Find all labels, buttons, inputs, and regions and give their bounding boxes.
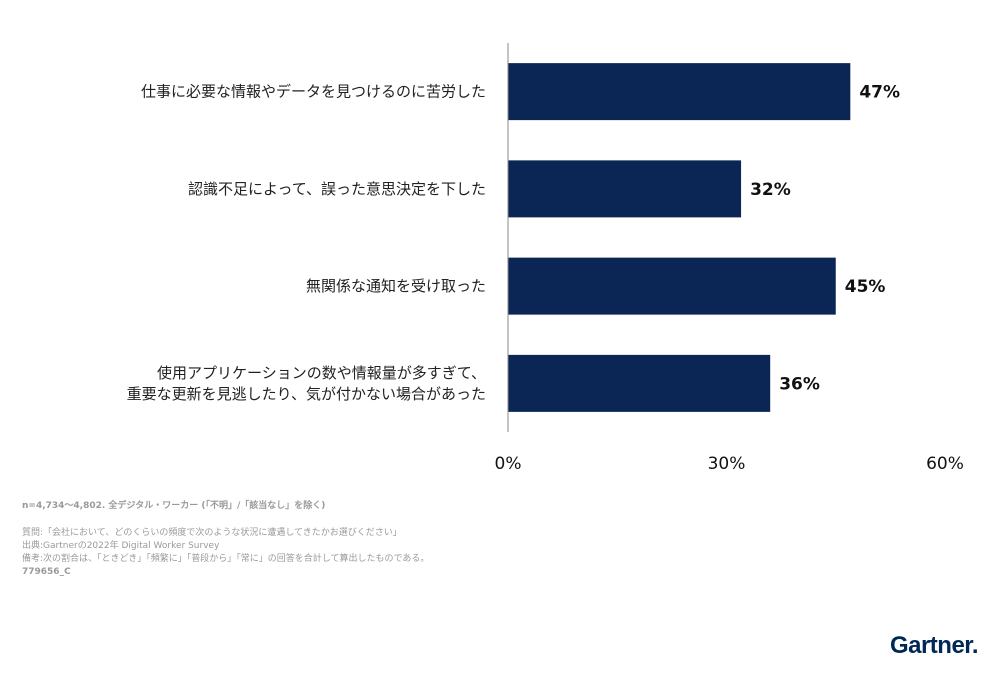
value-label-3: 45% (845, 277, 886, 297)
bar-chart: 47% 仕事に必要な情報やデータを見つけるのに苦労した 32% 認識不足によって、誤っ… (127, 43, 964, 474)
value-label-1: 47% (859, 83, 900, 103)
bar-2 (508, 160, 742, 218)
category-label-3: 無関係な通知を受け取った (306, 277, 486, 295)
category-label-4: 使用アプリケーションの数や情報量が多すぎて、重要な更新を見逃したり、気が付かない… (127, 364, 486, 403)
x-tick-label-3: 60% (926, 454, 964, 474)
remark-note: 備考:次の割合は、「ときどき」「頻繁に」「普段から」「常に」の回答を合計して算出… (22, 554, 430, 564)
bar-1 (508, 63, 851, 121)
chart-notes: n=4,734〜4,802. 全デジタル・ワーカー (「不明」/「該当なし」を除… (22, 500, 582, 579)
category-label-1: 仕事に必要な情報やデータを見つけるのに苦労した (141, 83, 486, 101)
value-label-4: 36% (779, 374, 820, 394)
bar-4 (508, 354, 771, 412)
document-code: 779656_C (22, 567, 71, 577)
logo-dot: . (971, 632, 979, 659)
source-note: 出典:Gartnerの2022年 Digital Worker Survey (22, 541, 220, 551)
sample-note: n=4,734〜4,802. 全デジタル・ワーカー (「不明」/「該当なし」を除… (22, 501, 326, 511)
x-axis-ticks: 0% 30% 60% (495, 454, 964, 474)
logo-text: Gartner (889, 632, 972, 659)
x-tick-label-1: 0% (495, 454, 522, 474)
x-tick-label-2: 30% (708, 454, 746, 474)
bars-group: 47% 仕事に必要な情報やデータを見つけるのに苦労した 32% 認識不足によって、誤っ… (127, 63, 900, 412)
gartner-logo: Gartner. (889, 632, 979, 660)
category-label-2: 認識不足によって、誤った意思決定を下した (188, 180, 486, 198)
value-label-2: 32% (750, 180, 791, 200)
bar-3 (508, 257, 836, 315)
question-note: 質問:「会社において、どのくらいの頻度で次のような状況に遭遇してきたかお選びくだ… (22, 528, 402, 538)
